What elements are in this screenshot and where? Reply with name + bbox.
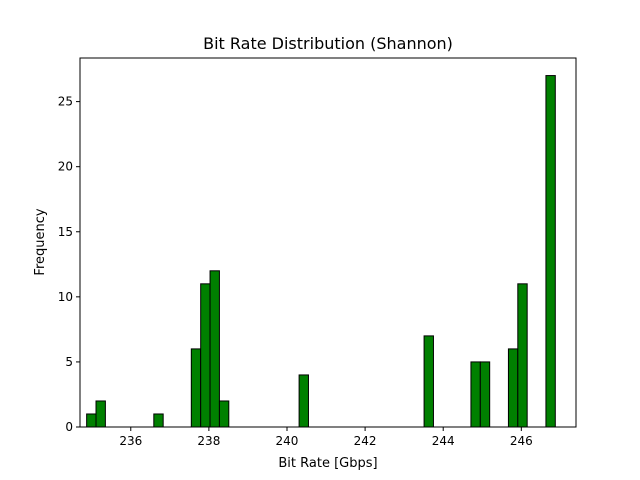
y-tick-label: 5 (65, 355, 73, 369)
x-tick-label: 240 (276, 434, 299, 448)
histogram-bar (479, 361, 491, 428)
y-tick-label: 0 (65, 420, 73, 434)
histogram-bar (209, 270, 220, 428)
histogram-bar (86, 413, 97, 428)
plot-frame (79, 57, 577, 428)
histogram-bar (517, 283, 528, 428)
y-axis-label: Frequency (33, 208, 48, 275)
histogram-bar (423, 335, 434, 428)
y-tick-label: 20 (58, 160, 73, 174)
histogram-bar (190, 348, 202, 428)
x-tick-label: 242 (354, 434, 377, 448)
histogram-bar (545, 75, 556, 428)
histogram-bar (95, 400, 106, 428)
bars-group (86, 75, 556, 428)
x-axis-label: Bit Rate [Gbps] (278, 456, 377, 471)
x-tick-label: 246 (510, 434, 533, 448)
x-tick-label: 238 (197, 434, 220, 448)
y-tick-label: 25 (58, 95, 73, 109)
histogram-bar (507, 348, 519, 428)
x-tick-label: 244 (432, 434, 455, 448)
histogram-bar (153, 413, 164, 428)
x-tick-label: 236 (119, 434, 142, 448)
histogram-bar (470, 361, 481, 428)
chart-title: Bit Rate Distribution (Shannon) (203, 34, 453, 53)
y-axis-ticks: 0 5 10 15 20 25 (58, 95, 80, 434)
y-tick-label: 10 (58, 290, 73, 304)
histogram-bar (298, 374, 309, 428)
histogram-bar (218, 400, 230, 428)
y-tick-label: 15 (58, 225, 73, 239)
histogram-bar (200, 283, 211, 428)
x-axis-ticks: 236 238 240 242 244 246 (119, 427, 533, 448)
